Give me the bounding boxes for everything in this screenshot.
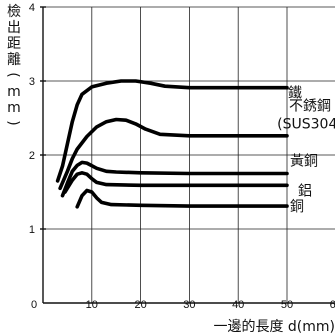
y-tick-label: 4 xyxy=(29,2,35,14)
series-line-5 xyxy=(75,188,289,209)
y-axis-label-char: m xyxy=(7,100,21,116)
series-label-2: 不銹鋼 xyxy=(289,98,331,114)
series-line-3 xyxy=(60,160,289,198)
series-line-2 xyxy=(58,117,289,191)
y-axis-label-char: 檢 xyxy=(7,3,21,20)
y-axis-label-char: ( xyxy=(5,72,21,77)
y-axis-label-char: 離 xyxy=(7,51,21,68)
x-axis-label: 一邊的長度 d(mm) xyxy=(213,319,335,335)
series-line-4 xyxy=(63,171,289,194)
axes xyxy=(40,6,335,304)
y-axis-label-char: 距 xyxy=(7,36,21,52)
x-tick-label: 10 xyxy=(86,299,98,311)
x-tick-label: 40 xyxy=(232,299,244,311)
x-tick-label: 20 xyxy=(134,299,146,311)
labels: 12340102030405060檢出距離(mm)一邊的長度 d(mm)鐵不銹鋼… xyxy=(5,2,335,335)
series-label-3: 黃銅 xyxy=(290,154,318,170)
x-tick-label: 60 xyxy=(330,299,335,311)
series-label-1: 鐵 xyxy=(288,85,302,102)
y-axis-label-char: m xyxy=(7,84,21,100)
y-axis-label-char: ) xyxy=(5,120,21,125)
y-tick-label: 3 xyxy=(29,76,35,88)
grid xyxy=(43,6,335,303)
x-tick-label: 50 xyxy=(281,299,293,311)
series-lines xyxy=(55,79,289,209)
series-label-2: (SUS304) xyxy=(277,116,335,132)
x-tick-label: 30 xyxy=(183,299,195,311)
series-label-5: 銅 xyxy=(290,199,304,215)
series-line-1 xyxy=(55,79,289,183)
x-tick-label: 0 xyxy=(31,299,37,311)
y-tick-label: 1 xyxy=(29,224,35,236)
y-tick-label: 2 xyxy=(29,150,35,162)
series-label-4: 鋁 xyxy=(298,183,312,199)
y-axis-label-char: 出 xyxy=(7,20,21,36)
